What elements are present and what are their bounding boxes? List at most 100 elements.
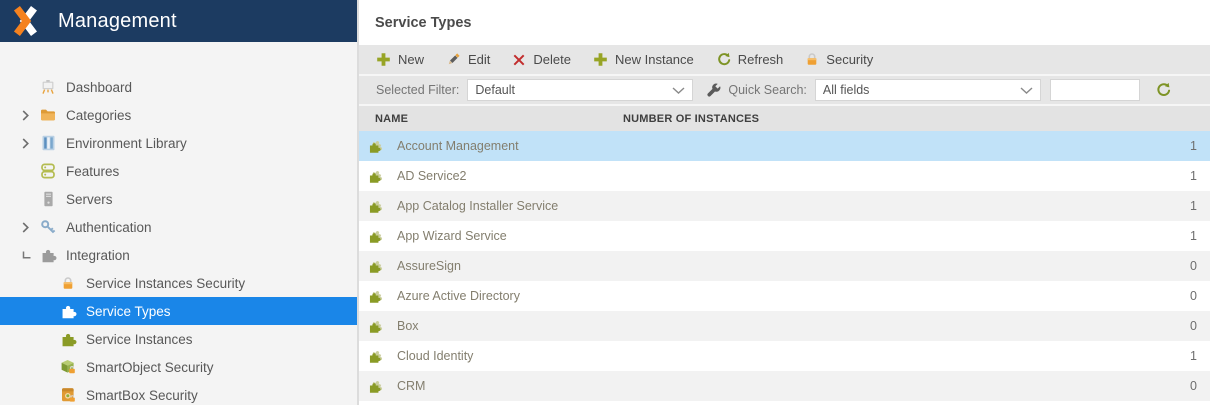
sidebar-item-smartobject-security[interactable]: SmartObject Security: [0, 353, 357, 381]
puzzle-white-icon: [59, 302, 77, 320]
table-row[interactable]: App Catalog Installer Service 1: [359, 191, 1210, 221]
pencil-icon: [446, 52, 461, 67]
refresh-button[interactable]: Refresh: [705, 45, 795, 74]
selected-filter-dropdown[interactable]: Default: [467, 79, 694, 101]
table-row[interactable]: Cloud Identity 1: [359, 341, 1210, 371]
panel-title-bar: Service Types: [359, 0, 1210, 45]
table-row[interactable]: App Wizard Service 1: [359, 221, 1210, 251]
app-title: Management: [58, 9, 177, 32]
sidebar-item-label: Authentication: [66, 219, 152, 235]
sidebar-item-label: Servers: [66, 191, 113, 207]
app-header: Management: [0, 0, 357, 42]
service-type-name: AD Service2: [397, 169, 467, 183]
service-type-name: Azure Active Directory: [397, 289, 520, 303]
sidebar-item-label: Features: [66, 163, 120, 179]
sidebar-item-service-instances[interactable]: Service Instances: [0, 325, 357, 353]
sidebar-item-features[interactable]: Features: [0, 157, 357, 185]
service-type-name: AssureSign: [397, 259, 461, 273]
sidebar-item-service-types[interactable]: Service Types: [0, 297, 357, 325]
lock-icon: [805, 52, 819, 67]
table-row[interactable]: Azure Active Directory 0: [359, 281, 1210, 311]
selected-filter-value: Default: [475, 83, 515, 97]
sidebar-item-label: Service Instances: [86, 331, 193, 347]
sidebar-item-authentication[interactable]: Authentication: [0, 213, 357, 241]
wrench-icon: [706, 83, 721, 98]
sidebar-item-integration[interactable]: Integration: [0, 241, 357, 269]
sidebar-item-environment-library[interactable]: Environment Library: [0, 129, 357, 157]
folder-icon: [39, 106, 57, 124]
service-type-name: Cloud Identity: [397, 349, 474, 363]
sidebar-nav: Dashboard Categories Environment Library Fe…: [0, 42, 357, 405]
chevron-right-icon[interactable]: [22, 221, 39, 233]
puzzle-olive-icon: [59, 330, 77, 348]
instance-count: 0: [1190, 379, 1197, 393]
table-row[interactable]: Account Management 1: [359, 131, 1210, 161]
service-type-icon: [368, 257, 388, 276]
sidebar-item-servers[interactable]: Servers: [0, 185, 357, 213]
edit-button[interactable]: Edit: [435, 45, 501, 74]
new-button[interactable]: New: [365, 45, 435, 74]
instance-count: 1: [1190, 139, 1197, 153]
service-type-icon: [368, 317, 388, 336]
table-row[interactable]: AD Service2 1: [359, 161, 1210, 191]
lock-icon: [59, 274, 77, 292]
button-label: Edit: [468, 52, 491, 67]
selected-filter-label: Selected Filter:: [376, 83, 460, 97]
sidebar-item-label: Service Types: [86, 303, 171, 319]
sidebar-item-categories[interactable]: Categories: [0, 101, 357, 129]
instance-count: 1: [1190, 169, 1197, 183]
service-type-icon: [368, 227, 388, 246]
service-type-icon: [368, 347, 388, 366]
main-panel: Service Types New Edit Delete New Instance R…: [359, 0, 1210, 405]
new-instance-button[interactable]: New Instance: [582, 45, 705, 74]
service-type-icon: [368, 197, 388, 216]
sidebar-item-dashboard[interactable]: Dashboard: [0, 73, 357, 101]
instance-count: 1: [1190, 229, 1197, 243]
sidebar-item-label: Environment Library: [66, 135, 187, 151]
key-icon: [39, 218, 57, 236]
delete-x-icon: [512, 53, 526, 67]
column-header-instances[interactable]: NUMBER OF INSTANCES: [623, 112, 760, 125]
instance-count: 0: [1190, 289, 1197, 303]
quick-search-label: Quick Search:: [728, 83, 807, 97]
quick-search-field-value: All fields: [822, 83, 870, 97]
security-button[interactable]: Security: [794, 45, 884, 74]
sidebar-item-label: Categories: [66, 107, 132, 123]
plus-icon: [593, 52, 608, 67]
sidebar-item-smartbox-security[interactable]: SmartBox Security: [0, 381, 357, 405]
sidebar: Management Dashboard Categories Environmen…: [0, 0, 359, 405]
chevron-down-icon: [1020, 83, 1033, 97]
column-header-name[interactable]: NAME: [375, 112, 409, 125]
table-header: NAME NUMBER OF INSTANCES: [359, 104, 1210, 131]
toolbar: New Edit Delete New Instance Refresh Security: [359, 45, 1210, 74]
button-label: New: [398, 52, 425, 67]
quick-search-field-dropdown[interactable]: All fields: [814, 79, 1041, 101]
k2-logo-icon: [11, 5, 41, 37]
instance-count: 0: [1190, 259, 1197, 273]
sidebar-item-label: SmartBox Security: [86, 387, 198, 403]
tree-expanded-icon[interactable]: [22, 251, 39, 260]
button-label: Security: [826, 52, 874, 67]
service-type-icon: [368, 167, 388, 186]
table-row[interactable]: Box 0: [359, 311, 1210, 341]
delete-button[interactable]: Delete: [501, 45, 582, 74]
service-type-name: CRM: [397, 379, 426, 393]
chevron-right-icon[interactable]: [22, 109, 39, 121]
sidebar-item-service-instances-security[interactable]: Service Instances Security: [0, 269, 357, 297]
service-type-name: Account Management: [397, 139, 519, 153]
instance-count: 0: [1190, 319, 1197, 333]
box-lock-icon: [59, 386, 77, 404]
chevron-down-icon: [672, 83, 685, 97]
service-type-name: App Wizard Service: [397, 229, 507, 243]
chevron-right-icon[interactable]: [22, 137, 39, 149]
search-refresh-icon[interactable]: [1155, 82, 1171, 98]
service-type-icon: [368, 287, 388, 306]
table-row[interactable]: AssureSign 0: [359, 251, 1210, 281]
plus-icon: [376, 52, 391, 67]
service-type-name: Box: [397, 319, 419, 333]
library-icon: [39, 134, 57, 152]
button-label: Delete: [533, 52, 571, 67]
quick-search-input[interactable]: [1049, 79, 1140, 101]
table-row[interactable]: CRM 0: [359, 371, 1210, 401]
